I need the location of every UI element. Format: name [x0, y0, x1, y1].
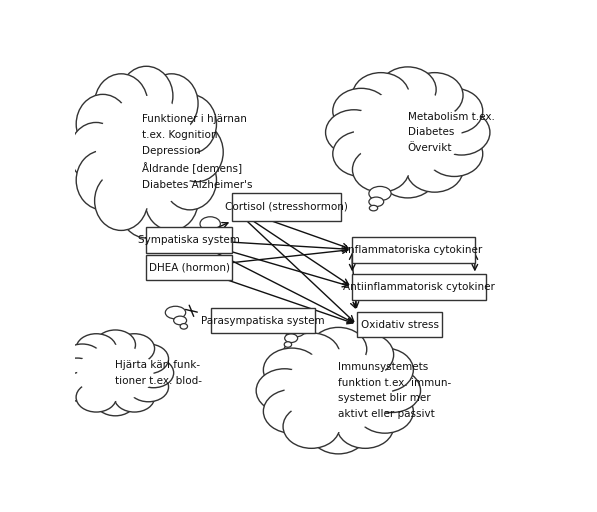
Ellipse shape	[333, 89, 390, 134]
Ellipse shape	[62, 372, 103, 402]
Ellipse shape	[354, 90, 461, 175]
Ellipse shape	[356, 390, 413, 433]
Ellipse shape	[114, 334, 155, 364]
Ellipse shape	[256, 369, 313, 413]
Ellipse shape	[164, 94, 217, 154]
Ellipse shape	[174, 316, 187, 325]
Ellipse shape	[200, 217, 220, 231]
Ellipse shape	[76, 94, 130, 154]
FancyBboxPatch shape	[232, 193, 341, 221]
FancyBboxPatch shape	[146, 254, 232, 280]
Text: Sympatiska system: Sympatiska system	[138, 235, 240, 245]
Ellipse shape	[426, 89, 483, 134]
Ellipse shape	[426, 131, 483, 177]
Ellipse shape	[285, 325, 305, 337]
Ellipse shape	[352, 73, 410, 118]
Ellipse shape	[379, 153, 436, 198]
Ellipse shape	[76, 334, 116, 364]
Ellipse shape	[165, 306, 186, 319]
Ellipse shape	[180, 324, 187, 329]
Ellipse shape	[370, 205, 378, 211]
Text: Hjärta kärl funk-
tioner t.ex. blod-: Hjärta kärl funk- tioner t.ex. blod-	[115, 360, 202, 386]
Ellipse shape	[57, 358, 97, 388]
Ellipse shape	[94, 74, 147, 133]
Ellipse shape	[94, 171, 147, 230]
Text: Antiinflammatorisk cytokiner: Antiinflammatorisk cytokiner	[343, 282, 496, 292]
Ellipse shape	[263, 390, 320, 433]
Ellipse shape	[77, 345, 153, 401]
Ellipse shape	[164, 151, 217, 210]
Text: Oxidativ stress: Oxidativ stress	[361, 319, 439, 330]
Ellipse shape	[364, 369, 420, 413]
Ellipse shape	[369, 186, 391, 201]
FancyBboxPatch shape	[352, 237, 475, 263]
Ellipse shape	[369, 197, 384, 206]
Text: Immunsystemets
funktion t.ex. immun-
systemet blir mer
aktivt eller passivt: Immunsystemets funktion t.ex. immun- sys…	[338, 362, 451, 419]
Ellipse shape	[433, 110, 490, 155]
Ellipse shape	[285, 334, 298, 343]
Ellipse shape	[337, 333, 393, 377]
Ellipse shape	[145, 171, 198, 230]
Text: Funktioner i hjärnan
t.ex. Kognition
Depression
Åldrande [demens]
Diabetes Alzhe: Funktioner i hjärnan t.ex. Kognition Dep…	[141, 114, 252, 190]
Ellipse shape	[120, 66, 173, 125]
FancyBboxPatch shape	[352, 274, 487, 300]
Text: DHEA (hormon): DHEA (hormon)	[149, 263, 230, 272]
Text: Parasympatiska system: Parasympatiska system	[201, 316, 325, 326]
Ellipse shape	[95, 386, 136, 416]
Ellipse shape	[128, 372, 168, 402]
Ellipse shape	[95, 330, 136, 359]
Ellipse shape	[285, 349, 392, 432]
FancyBboxPatch shape	[357, 312, 442, 337]
Ellipse shape	[133, 358, 174, 388]
Ellipse shape	[283, 333, 340, 377]
Ellipse shape	[114, 382, 155, 412]
FancyBboxPatch shape	[146, 227, 232, 252]
Ellipse shape	[96, 96, 196, 208]
Ellipse shape	[128, 344, 168, 374]
Ellipse shape	[284, 342, 291, 347]
Ellipse shape	[337, 404, 393, 449]
Ellipse shape	[333, 131, 390, 177]
Ellipse shape	[310, 327, 367, 371]
Text: Cortisol (stresshormon): Cortisol (stresshormon)	[225, 202, 347, 212]
Ellipse shape	[170, 122, 223, 182]
FancyBboxPatch shape	[211, 308, 315, 333]
Ellipse shape	[352, 147, 410, 192]
Ellipse shape	[76, 151, 130, 210]
Ellipse shape	[69, 122, 122, 182]
Ellipse shape	[196, 236, 203, 241]
Ellipse shape	[62, 344, 103, 374]
Ellipse shape	[263, 348, 320, 392]
Ellipse shape	[76, 382, 116, 412]
Ellipse shape	[283, 404, 340, 449]
Ellipse shape	[379, 67, 436, 112]
Ellipse shape	[145, 74, 198, 133]
Ellipse shape	[356, 348, 413, 392]
Ellipse shape	[406, 73, 463, 118]
Text: Metabolism t.ex.
Diabetes
Övervikt: Metabolism t.ex. Diabetes Övervikt	[408, 112, 495, 153]
Text: Inflammatoriska cytokiner: Inflammatoriska cytokiner	[345, 245, 482, 254]
Ellipse shape	[310, 410, 367, 454]
Ellipse shape	[198, 228, 211, 237]
Ellipse shape	[120, 179, 173, 238]
Ellipse shape	[325, 110, 382, 155]
Ellipse shape	[406, 147, 463, 192]
